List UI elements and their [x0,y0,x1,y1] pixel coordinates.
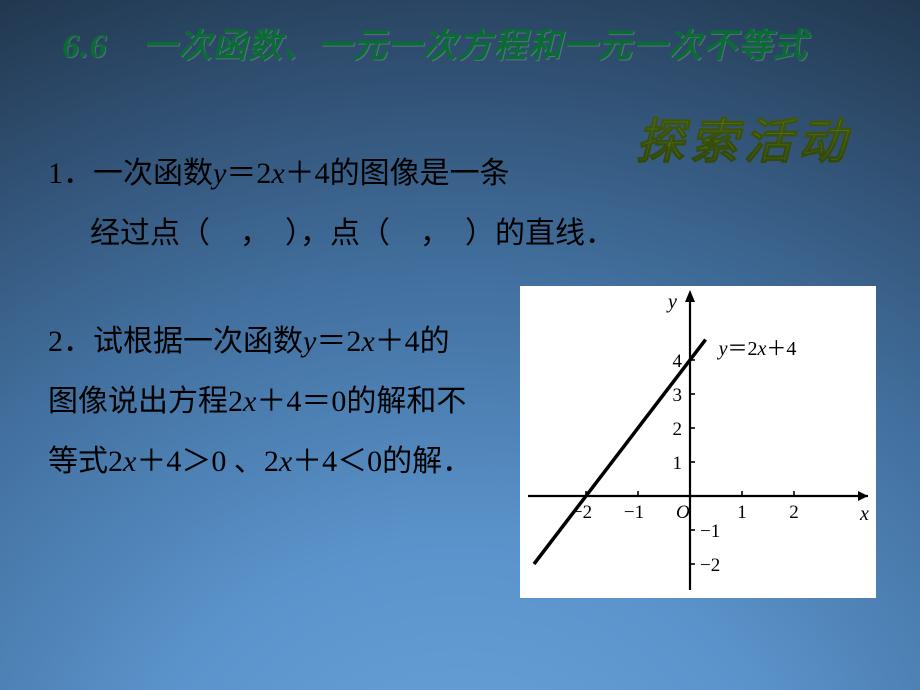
svg-text:1: 1 [673,453,683,474]
paragraph-1-line-2: 经过点（ ， ），点（ ， ）的直线． [90,204,868,264]
svg-text:4: 4 [673,351,683,372]
text: 等式2 [48,445,123,478]
function-graph: −2−1121234−1−2Oxyy＝2x＋4 [520,286,876,598]
text: ＋4的图像是一条 [285,157,510,190]
svg-text:y: y [666,291,677,313]
var-x: x [123,445,136,478]
var-x: x [361,325,374,358]
text: 2．试根据一次函数 [48,325,303,358]
var-x: x [243,385,256,418]
svg-text:3: 3 [673,385,683,406]
var-y: y [213,157,226,190]
text: 1．一次函数 [48,157,213,190]
text: ＋4＞0 、2 [136,445,279,478]
paragraph-1-line-1: 1．一次函数y＝2x＋4的图像是一条 [48,144,868,204]
svg-text:y＝2x＋4: y＝2x＋4 [717,338,797,360]
text: 图像说出方程2 [48,385,243,418]
text: ＋4＜0的解． [292,445,472,478]
text: ＋4＝0的解和不 [256,385,466,418]
var-x: x [279,445,292,478]
var-y: y [303,325,316,358]
svg-text:1: 1 [737,502,747,523]
var-x: x [271,157,284,190]
svg-text:−1: −1 [624,502,644,523]
svg-text:O: O [676,502,690,523]
svg-text:2: 2 [789,502,799,523]
text: ＝2 [316,325,361,358]
svg-text:−1: −1 [700,521,720,542]
svg-text:2: 2 [673,419,683,440]
svg-text:x: x [859,503,869,525]
text: ＝2 [226,157,271,190]
svg-text:−2: −2 [700,555,720,576]
text: ＋4的 [375,325,450,358]
slide-title: 6.6 一次函数、一元一次方程和一元一次不等式 [62,18,808,67]
